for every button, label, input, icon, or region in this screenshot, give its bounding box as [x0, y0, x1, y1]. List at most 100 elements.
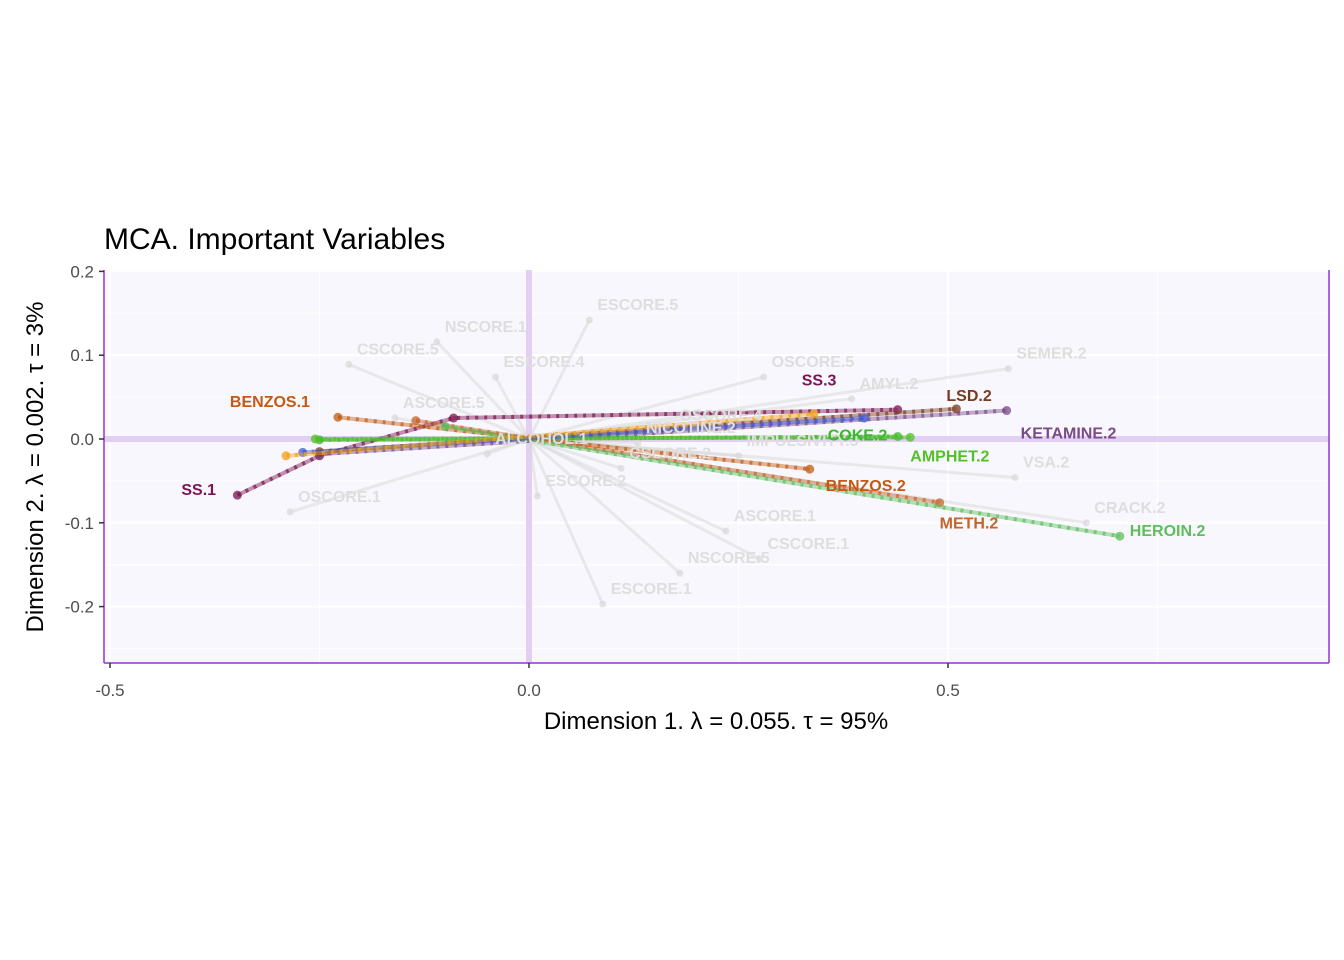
series-dotted-line — [319, 434, 898, 442]
background-point-label: SEMER.2 — [1016, 346, 1086, 363]
background-point — [676, 569, 684, 577]
series-point — [893, 431, 903, 441]
background-point — [1004, 365, 1012, 373]
series-layer — [232, 404, 1125, 541]
background-point — [722, 527, 730, 535]
background-point-label: NSCORE.5 — [688, 550, 770, 567]
background-point-label: ALCOHOL.1 — [495, 431, 588, 448]
background-point-label: ESCORE.2 — [545, 473, 626, 490]
series-dotted-line — [302, 416, 865, 455]
chart-title: MCA. Important Variables — [104, 223, 445, 256]
series-point — [1115, 531, 1125, 541]
background-point — [491, 373, 499, 381]
background-link — [289, 437, 530, 514]
series-point-label: HEROIN.2 — [1130, 523, 1206, 540]
series-line — [337, 415, 810, 472]
background-link — [527, 438, 605, 605]
background-point — [599, 600, 607, 608]
background-point-label: OSCORE.1 — [298, 489, 381, 506]
background-link — [528, 437, 727, 533]
series-point-label: SS.3 — [802, 373, 837, 390]
series-point — [449, 413, 459, 423]
series-point-label: METH.2 — [940, 516, 999, 533]
series-point — [905, 432, 915, 442]
y-tick-label: 0.2 — [70, 262, 94, 281]
background-point — [533, 492, 541, 500]
series-dotted-line — [285, 411, 815, 458]
series-point — [809, 409, 819, 419]
series-dotted-line — [236, 407, 898, 497]
series-point-label: BENZOS.1 — [230, 394, 310, 411]
background-point-label: IMPULSIVITY.3 — [747, 433, 859, 450]
series-point-label: BENZOS.2 — [826, 478, 906, 495]
background-point — [433, 338, 441, 346]
background-point — [345, 360, 353, 368]
background-point — [634, 439, 642, 447]
background-link — [494, 376, 531, 440]
series-point-label: SS.1 — [181, 482, 216, 499]
series-point-label: KETAMINE.2 — [1021, 426, 1117, 443]
background-point — [1082, 519, 1090, 527]
background-point-label: ASCORE.1 — [734, 508, 816, 525]
background-link — [528, 367, 1009, 441]
background-link — [527, 319, 591, 440]
background-point — [391, 414, 399, 422]
background-point-label: CSCORE.5 — [357, 341, 439, 358]
series-dotted-line — [319, 406, 957, 454]
series-dotted-line — [415, 418, 940, 505]
y-tick-label: 0.1 — [70, 346, 94, 365]
y-tick-label: -0.2 — [65, 598, 94, 617]
x-axis-title: Dimension 1. λ = 0.055. τ = 95% — [544, 708, 888, 735]
background-point-label: CSCORE.2 — [629, 445, 711, 462]
background-link — [348, 363, 530, 441]
y-axis-title: Dimension 2. λ = 0.002. τ = 3% — [22, 302, 49, 633]
background-point — [617, 464, 625, 472]
background-link — [527, 438, 539, 497]
background-point — [760, 373, 768, 381]
y-tick-label: 0.0 — [70, 430, 94, 449]
background-point-label: ESCORE.4 — [503, 354, 584, 371]
background-point-label: CRACK.2 — [1094, 500, 1165, 517]
background-point-label: VSA.2 — [1023, 455, 1069, 472]
background-point — [848, 395, 856, 403]
series-point-label: LSD.2 — [946, 388, 991, 405]
background-point-label: CSCORE.1 — [767, 536, 849, 553]
series-point — [333, 412, 343, 422]
point-labels-layer: ESCORE.5 NSCORE.1 CSCORE.5 ESCORE.4 OSCORE.5… — [181, 297, 1205, 598]
background-link — [528, 437, 1016, 480]
series-point — [805, 464, 815, 474]
series-point — [951, 404, 961, 414]
series-point — [281, 451, 291, 461]
background-link — [435, 340, 531, 441]
axes-layer: -0.5 0.0 0.5 -0.2 -0.1 0.0 0.1 0.2 — [65, 262, 1330, 700]
series-point — [935, 498, 945, 508]
background-point-label: NICOTINE.2 — [646, 420, 736, 437]
series-dotted-line — [315, 435, 911, 441]
series-point-label: AMPHET.2 — [910, 448, 989, 465]
background-link — [528, 437, 681, 575]
series-point — [232, 490, 242, 500]
background-point-label: OSCORE.4 — [679, 408, 762, 425]
background-point-label: ESCORE.5 — [597, 297, 678, 314]
x-tick-label: 0.0 — [517, 681, 541, 700]
background-point — [1011, 474, 1019, 482]
series-point — [1002, 406, 1012, 416]
series-point-label: COKE.2 — [828, 427, 888, 444]
background-point — [755, 555, 763, 563]
background-link — [528, 437, 761, 561]
background-point-label: ESCORE.1 — [611, 581, 692, 598]
background-point-label: NSCORE.1 — [445, 319, 527, 336]
y-tick-label: -0.1 — [65, 514, 94, 533]
background-point-label: OSCORE.5 — [772, 354, 855, 371]
background-point — [286, 508, 294, 516]
background-point — [585, 316, 593, 324]
x-tick-label: 0.5 — [936, 681, 960, 700]
series-point — [411, 416, 421, 426]
background-point-label: AMYL.2 — [860, 376, 919, 393]
series-point — [440, 421, 450, 431]
background-link — [528, 375, 765, 441]
series-dotted-line — [444, 424, 1121, 539]
series-point — [859, 413, 869, 423]
background-point-label: ASCORE.5 — [403, 395, 485, 412]
